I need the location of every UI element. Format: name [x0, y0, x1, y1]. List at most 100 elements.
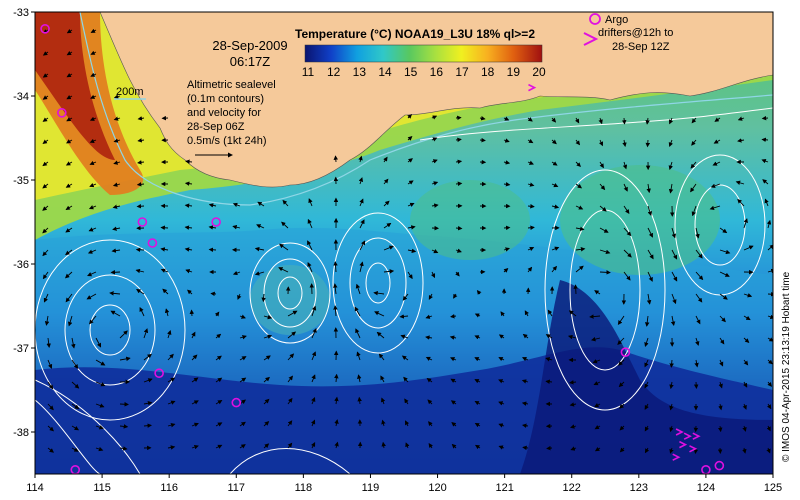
velocity-arrow — [191, 354, 198, 361]
velocity-arrow — [47, 359, 53, 369]
velocity-arrow — [623, 205, 630, 214]
velocity-arrow — [450, 314, 457, 319]
velocity-arrow — [167, 445, 176, 450]
velocity-arrow — [691, 117, 697, 124]
velocity-arrow — [569, 380, 577, 385]
velocity-arrow — [670, 315, 676, 327]
colorbar-tick-label: 20 — [532, 65, 546, 79]
velocity-arrow — [719, 315, 726, 323]
velocity-arrow — [47, 403, 54, 411]
velocity-arrow — [503, 247, 510, 252]
velocity-arrow — [191, 377, 199, 383]
velocity-arrow — [67, 315, 73, 327]
velocity-arrow — [215, 422, 223, 427]
velocity-arrow — [184, 247, 193, 252]
velocity-arrow — [263, 376, 270, 383]
velocity-arrow — [623, 183, 628, 192]
velocity-arrow — [766, 425, 771, 432]
colorbar — [304, 44, 543, 63]
velocity-arrow — [599, 270, 611, 275]
velocity-arrow — [380, 375, 385, 383]
velocity-arrow — [474, 357, 481, 362]
velocity-arrow — [428, 293, 433, 300]
velocity-arrow — [669, 447, 674, 454]
velocity-arrow — [450, 357, 457, 362]
velocity-arrow — [575, 139, 581, 146]
velocity-arrow — [355, 328, 361, 339]
velocity-arrow — [66, 72, 73, 78]
velocity-arrow — [743, 315, 751, 321]
velocity-arrow — [407, 202, 415, 207]
credit-text: © IMOS 04-Apr-2015 23:13:19 Hobart time — [781, 271, 792, 462]
velocity-arrow — [208, 203, 217, 208]
velocity-arrow — [766, 403, 772, 410]
velocity-arrow — [46, 337, 51, 348]
velocity-arrow — [109, 291, 121, 296]
velocity-arrow — [545, 379, 553, 384]
lat-axis: -33 -34 -35 -36 -37 -38 — [13, 7, 35, 439]
velocity-arrow — [137, 138, 145, 143]
velocity-arrow — [669, 425, 674, 433]
velocity-arrow — [568, 310, 577, 317]
argo-legend-line1: Argo — [605, 14, 628, 26]
velocity-arrow — [431, 203, 439, 208]
velocity-arrow — [405, 420, 410, 427]
velocity-arrow — [618, 359, 625, 366]
velocity-arrow — [167, 377, 176, 383]
velocity-arrow — [87, 271, 97, 277]
velocity-arrow — [139, 306, 145, 317]
colorbar-tick-label: 17 — [455, 65, 469, 79]
argo-drifter-marker — [683, 432, 692, 440]
velocity-arrow — [551, 204, 560, 209]
velocity-arrow — [88, 227, 97, 232]
colorbar-tick-label: 14 — [378, 65, 392, 79]
velocity-arrow — [694, 359, 699, 368]
velocity-arrow — [119, 356, 131, 362]
velocity-arrow — [498, 445, 505, 450]
argo-float-marker — [620, 347, 631, 358]
argo-float-marker — [231, 397, 242, 408]
velocity-arrow — [383, 222, 392, 229]
eddy-patch-2 — [410, 180, 530, 260]
velocity-arrow — [695, 271, 704, 281]
velocity-arrow — [119, 446, 128, 451]
argo-drifter-marker — [679, 440, 688, 449]
velocity-arrow — [646, 183, 651, 194]
velocity-arrow — [402, 293, 409, 301]
velocity-arrow — [71, 337, 76, 349]
velocity-arrow — [64, 271, 73, 279]
velocity-arrow — [89, 160, 97, 166]
velocity-arrow — [43, 293, 49, 303]
velocity-arrow — [399, 314, 409, 319]
argo-float-marker — [57, 108, 67, 118]
velocity-arrow — [66, 139, 73, 144]
velocity-arrow — [407, 114, 413, 119]
velocity-arrow — [311, 328, 317, 339]
velocity-arrow — [136, 289, 145, 295]
velocity-arrow — [646, 293, 652, 305]
velocity-arrow — [42, 271, 49, 280]
velocity-arrow — [690, 183, 697, 193]
plot-area — [35, 12, 773, 474]
velocity-arrow — [743, 293, 753, 298]
lat-tick-label: -35 — [13, 175, 29, 187]
velocity-arrow — [311, 374, 316, 383]
velocity-arrow — [742, 403, 747, 410]
velocity-arrow — [671, 249, 678, 260]
velocity-arrow — [357, 396, 362, 405]
velocity-arrow — [668, 139, 673, 148]
annot-line-5: 0.5m/s (1kt 24h) — [187, 135, 266, 147]
velocity-arrow — [65, 227, 73, 233]
velocity-arrow — [522, 445, 529, 451]
lat-tick-label: -36 — [13, 259, 29, 271]
velocity-arrow — [764, 198, 769, 207]
velocity-arrow — [551, 182, 559, 188]
velocity-arrow — [474, 313, 481, 318]
velocity-arrow — [575, 247, 586, 252]
velocity-arrow — [710, 183, 721, 188]
velocity-arrow — [232, 202, 241, 208]
velocity-arrow — [719, 227, 728, 234]
velocity-arrow — [263, 355, 271, 361]
velocity-arrow — [383, 156, 388, 163]
annot-line-1: Altimetric sealevel — [187, 79, 276, 91]
